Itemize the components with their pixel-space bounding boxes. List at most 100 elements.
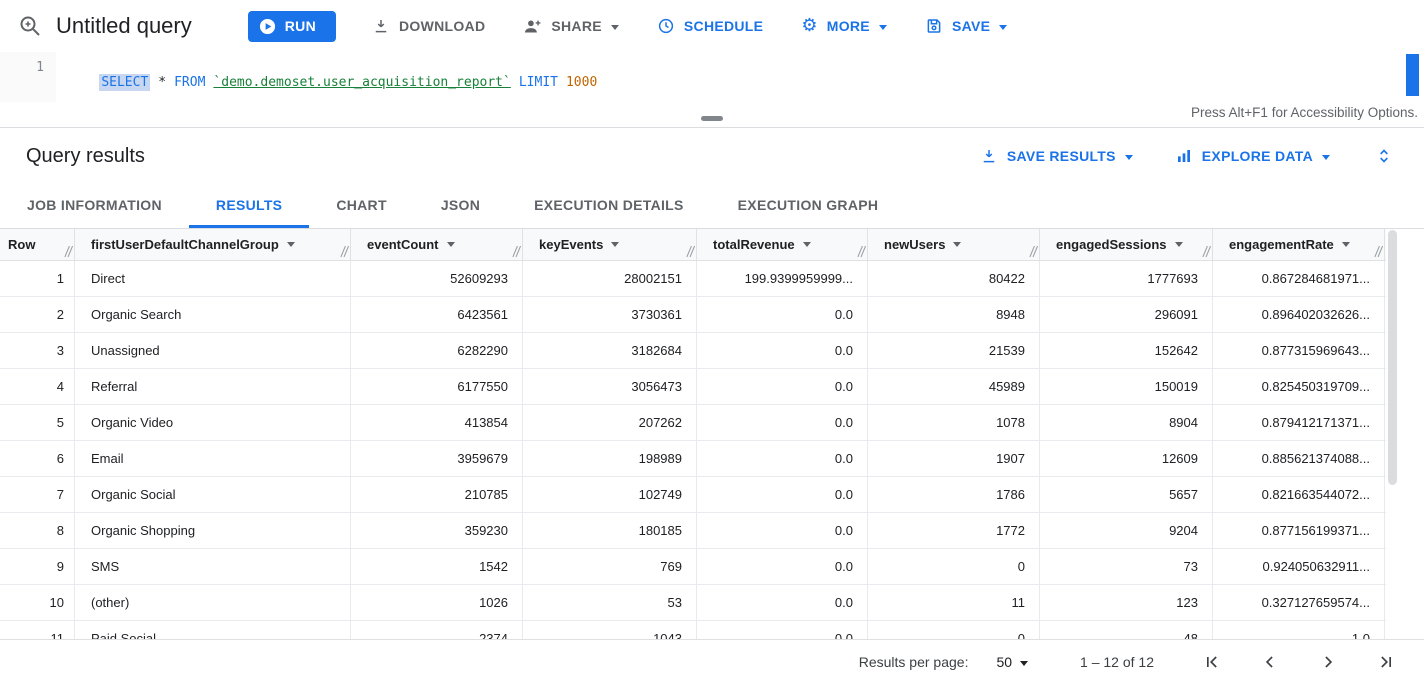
pagination-bar: Results per page: 50 1 – 12 of 12 [0,639,1424,684]
tab-results[interactable]: RESULTS [189,184,309,228]
run-button[interactable]: RUN [248,11,336,42]
table-cell: 296091 [1040,297,1213,332]
last-page-icon [1376,652,1396,672]
table-cell: 0 [868,549,1040,584]
tab-job-information[interactable]: JOB INFORMATION [0,184,189,228]
column-header-engagementRate[interactable]: engagementRate [1213,229,1385,260]
tab-chart[interactable]: CHART [309,184,414,228]
column-resize-handle[interactable] [1202,245,1211,258]
table-cell: 0.0 [697,549,868,584]
table-cell: 150019 [1040,369,1213,404]
column-label: firstUserDefaultChannelGroup [91,237,279,252]
table-row: 6Email39596791989890.01907126090.8856213… [0,441,1386,477]
column-header-firstUserDefaultChannelGroup[interactable]: firstUserDefaultChannelGroup [75,229,351,260]
download-button[interactable]: DOWNLOAD [370,11,487,41]
table-cell: 45989 [868,369,1040,404]
table-cell: 5657 [1040,477,1213,512]
save-button[interactable]: SAVE [923,11,1009,41]
row-number-cell: 4 [0,369,75,404]
unfold-more-icon [1374,146,1394,166]
column-menu-caret-icon[interactable] [611,242,619,247]
sql-table-link[interactable]: `demo.demoset.user_acquisition_report` [213,75,510,90]
column-resize-handle[interactable] [1029,245,1038,258]
splitter-handle[interactable] [701,116,723,121]
page-size-value: 50 [996,654,1012,670]
more-label: MORE [827,18,870,34]
table-row: 9SMS15427690.00730.924050632911... [0,549,1386,585]
table-cell: 210785 [351,477,523,512]
save-label: SAVE [952,18,990,34]
column-resize-handle[interactable] [512,245,521,258]
table-cell: 52609293 [351,261,523,296]
sql-code-line[interactable]: SELECT*FROM`demo.demoset.user_acquisitio… [56,52,605,102]
vertical-scrollbar-track[interactable] [1386,229,1424,684]
table-cell: 359230 [351,513,523,548]
column-header-eventCount[interactable]: eventCount [351,229,523,260]
column-header-keyEvents[interactable]: keyEvents [523,229,697,260]
table-cell: 0.327127659574... [1213,585,1385,620]
table-cell: 0.825450319709... [1213,369,1385,404]
table-cell: Direct [75,261,351,296]
column-resize-handle[interactable] [857,245,866,258]
row-number-cell: 2 [0,297,75,332]
vertical-scrollbar-thumb[interactable] [1388,230,1397,485]
tab-execution-graph[interactable]: EXECUTION GRAPH [711,184,906,228]
table-body: 1Direct5260929328002151199.9399959999...… [0,261,1386,657]
column-menu-caret-icon[interactable] [447,242,455,247]
table-cell: 1786 [868,477,1040,512]
column-header-Row[interactable]: Row [0,229,75,260]
column-resize-handle[interactable] [686,245,695,258]
column-resize-handle[interactable] [340,245,349,258]
save-results-button[interactable]: SAVE RESULTS [978,143,1135,169]
row-number-cell: 8 [0,513,75,548]
sql-editor[interactable]: 1 SELECT*FROM`demo.demoset.user_acquisit… [0,52,1424,102]
column-resize-handle[interactable] [1374,245,1383,258]
table-cell: Organic Social [75,477,351,512]
editor-scrollbar[interactable] [1406,54,1419,96]
line-number: 1 [0,52,56,102]
column-header-totalRevenue[interactable]: totalRevenue [697,229,868,260]
sql-keyword-limit: LIMIT [519,75,558,90]
page-size-select[interactable]: 50 [990,653,1034,671]
column-menu-caret-icon[interactable] [803,242,811,247]
table-cell: 207262 [523,405,697,440]
row-number-cell: 7 [0,477,75,512]
tab-execution-details[interactable]: EXECUTION DETAILS [507,184,711,228]
tab-json[interactable]: JSON [414,184,507,228]
table-cell: 9204 [1040,513,1213,548]
table-cell: 102749 [523,477,697,512]
save-icon [925,17,943,35]
table-cell: 0.924050632911... [1213,549,1385,584]
row-number-cell: 5 [0,405,75,440]
more-button[interactable]: ⚙ MORE [799,11,889,41]
last-page-button[interactable] [1374,650,1398,674]
column-menu-caret-icon[interactable] [287,242,295,247]
page-range-label: 1 – 12 of 12 [1080,654,1154,670]
column-header-newUsers[interactable]: newUsers [868,229,1040,260]
next-page-button[interactable] [1316,650,1340,674]
chevron-down-icon [999,25,1007,30]
sql-star: * [158,75,166,90]
table-cell: 0.877315969643... [1213,333,1385,368]
column-menu-caret-icon[interactable] [1342,242,1350,247]
download-icon [372,17,390,35]
expand-results-button[interactable] [1370,142,1398,170]
sql-number-literal: 1000 [566,75,597,90]
column-menu-caret-icon[interactable] [953,242,961,247]
column-header-engagedSessions[interactable]: engagedSessions [1040,229,1213,260]
column-menu-caret-icon[interactable] [1175,242,1183,247]
column-label: newUsers [884,237,945,252]
explore-data-button[interactable]: EXPLORE DATA [1173,143,1332,169]
page-title: Untitled query [56,13,192,39]
first-page-button[interactable] [1200,650,1224,674]
chevron-down-icon [1125,155,1133,160]
row-number-cell: 10 [0,585,75,620]
results-table-area: Row firstUserDefaultChannelGroup eventCoun… [0,229,1424,684]
table-cell: 1772 [868,513,1040,548]
previous-page-button[interactable] [1258,650,1282,674]
column-resize-handle[interactable] [64,245,73,258]
table-cell: 0.0 [697,405,868,440]
run-label: RUN [285,18,316,34]
schedule-button[interactable]: SCHEDULE [655,11,765,41]
share-button[interactable]: SHARE [521,11,621,42]
